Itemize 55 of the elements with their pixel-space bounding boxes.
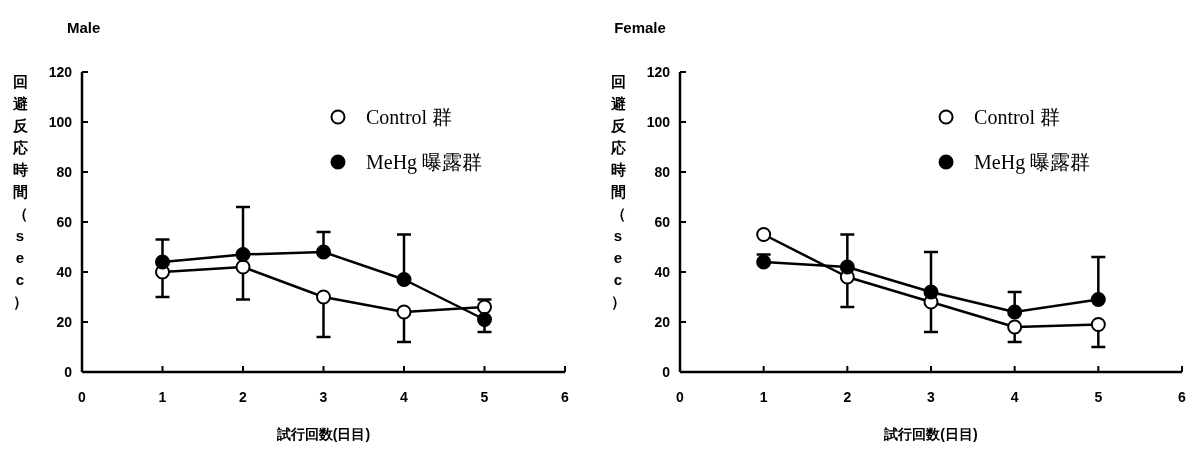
- y-tick-label: 100: [646, 114, 671, 130]
- y-tick-label: 120: [48, 64, 73, 80]
- point: [155, 254, 170, 270]
- x-tick-label: 0: [78, 389, 87, 405]
- point: [477, 312, 492, 327]
- x-tick-label: 5: [480, 389, 489, 405]
- point: [396, 272, 412, 287]
- y-tick-label: 60: [56, 214, 73, 230]
- legend-label: Control 群: [365, 106, 453, 128]
- point: [756, 254, 772, 270]
- legend-label: MeHg 曝露群: [974, 151, 1091, 174]
- point: [839, 259, 855, 275]
- x-tick-label: 6: [561, 389, 570, 405]
- point: [1090, 317, 1106, 332]
- point: [316, 244, 331, 260]
- y-tick-label: 0: [64, 364, 73, 380]
- y-tick-label: 120: [646, 64, 671, 80]
- point: [235, 259, 251, 275]
- x-axis-title: 試行回数(日目): [883, 426, 978, 442]
- x-tick-label: 2: [843, 389, 852, 405]
- x-tick-label: 6: [1178, 389, 1187, 405]
- point: [1090, 292, 1106, 307]
- y-tick-label: 20: [56, 314, 73, 330]
- x-tick-label: 5: [1094, 389, 1103, 405]
- text: 回避反応時間（sec）: [12, 73, 28, 310]
- x-tick-label: 3: [927, 389, 936, 405]
- y-tick-label: 80: [56, 164, 73, 180]
- point: [235, 247, 251, 262]
- y-tick-label: 40: [654, 264, 671, 280]
- point: [477, 299, 492, 315]
- chart-title: Male: [67, 19, 101, 36]
- point: [1007, 319, 1023, 335]
- legend-label: Control 群: [974, 106, 1061, 128]
- chart-title: Female: [614, 19, 666, 36]
- point: [1007, 304, 1023, 320]
- y-tick-label: 40: [56, 264, 73, 280]
- legend-label: MeHg 曝露群: [365, 151, 483, 174]
- point: [923, 284, 939, 300]
- x-tick-label: 0: [676, 389, 685, 405]
- text: 回避反応時間（sec）: [610, 73, 626, 310]
- y-tick-label: 0: [662, 364, 671, 380]
- y-tick-label: 80: [654, 164, 671, 180]
- y-tick-label: 100: [48, 114, 73, 130]
- y-tick-label: 60: [654, 214, 671, 230]
- point: [756, 227, 772, 242]
- point: [396, 304, 412, 320]
- x-tick-label: 4: [400, 389, 409, 405]
- x-axis-title: 試行回数(日目): [275, 426, 371, 442]
- y-tick-label: 20: [654, 314, 671, 330]
- x-tick-label: 1: [158, 389, 167, 405]
- x-tick-label: 2: [239, 389, 248, 405]
- x-tick-label: 4: [1010, 389, 1019, 405]
- x-tick-label: 1: [759, 389, 768, 405]
- x-tick-label: 3: [319, 389, 328, 405]
- point: [316, 289, 331, 305]
